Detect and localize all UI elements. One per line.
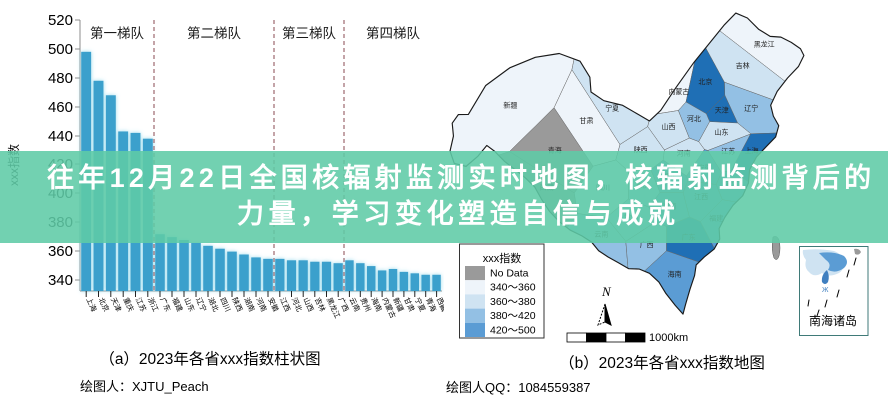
svg-text:第一梯队: 第一梯队 <box>90 25 144 41</box>
svg-text:Ж: Ж <box>822 287 829 294</box>
svg-text:重庆: 重庆 <box>121 296 136 314</box>
svg-text:绘图人QQ：1084559387: 绘图人QQ：1084559387 <box>446 380 591 395</box>
svg-text:520: 520 <box>48 12 73 29</box>
svg-text:天津: 天津 <box>109 296 123 313</box>
svg-text:广东: 广东 <box>158 296 172 313</box>
svg-text:陕西: 陕西 <box>230 296 244 313</box>
svg-text:xxx指数: xxx指数 <box>483 251 522 265</box>
svg-text:吉林: 吉林 <box>736 61 750 70</box>
svg-text:（a）2023年各省xxx指数柱状图: （a）2023年各省xxx指数柱状图 <box>99 350 320 368</box>
svg-text:绘图人：XJTU_Peach: 绘图人：XJTU_Peach <box>80 379 209 394</box>
svg-text:360～380: 360～380 <box>490 296 536 308</box>
svg-text:浙江: 浙江 <box>146 296 160 313</box>
svg-text:340: 340 <box>48 272 73 289</box>
svg-text:辽宁: 辽宁 <box>744 103 758 112</box>
svg-text:北京: 北京 <box>698 77 712 86</box>
svg-text:南海诸岛: 南海诸岛 <box>809 313 857 328</box>
svg-text:No Data: No Data <box>490 268 529 280</box>
svg-text:上海: 上海 <box>84 296 99 314</box>
svg-text:山东: 山东 <box>715 127 729 136</box>
svg-text:江苏: 江苏 <box>134 296 148 313</box>
svg-text:440: 440 <box>48 128 73 145</box>
svg-text:湖南: 湖南 <box>242 296 256 313</box>
svg-text:河南: 河南 <box>254 296 268 313</box>
svg-text:天津: 天津 <box>715 107 729 115</box>
svg-text:第三梯队: 第三梯队 <box>282 25 336 41</box>
svg-text:（b）2023年各省xxx指数地图: （b）2023年各省xxx指数地图 <box>559 354 765 372</box>
svg-text:新疆: 新疆 <box>503 101 517 110</box>
svg-text:山西: 山西 <box>662 122 676 131</box>
svg-text:河北: 河北 <box>687 115 701 123</box>
svg-text:340～360: 340～360 <box>490 282 536 294</box>
svg-text:第四梯队: 第四梯队 <box>366 25 420 41</box>
svg-text:辽宁: 辽宁 <box>194 296 208 313</box>
svg-text:1000km: 1000km <box>649 332 688 344</box>
svg-text:460: 460 <box>48 99 73 116</box>
svg-text:海南: 海南 <box>668 270 682 279</box>
svg-text:山东: 山东 <box>182 296 196 313</box>
svg-text:甘肃: 甘肃 <box>579 116 593 125</box>
svg-text:420～500: 420～500 <box>490 324 536 336</box>
svg-text:360: 360 <box>48 243 73 260</box>
svg-text:第二梯队: 第二梯队 <box>187 25 241 41</box>
svg-text:内蒙古: 内蒙古 <box>668 87 689 96</box>
svg-text:四川: 四川 <box>218 296 232 313</box>
svg-text:北京: 北京 <box>97 296 111 313</box>
svg-text:宁夏: 宁夏 <box>605 103 619 112</box>
svg-text:N: N <box>601 284 612 299</box>
svg-text:380～420: 380～420 <box>490 310 536 322</box>
svg-text:500: 500 <box>48 41 73 58</box>
svg-text:480: 480 <box>48 70 73 87</box>
svg-text:黑龙江: 黑龙江 <box>754 39 775 48</box>
